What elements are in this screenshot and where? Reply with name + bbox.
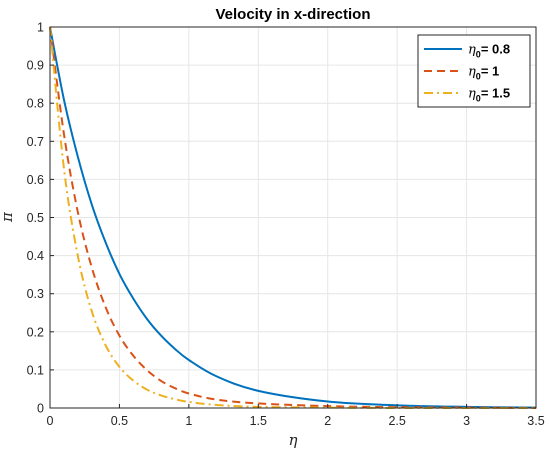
x-tick-label: 0.5 xyxy=(111,414,128,428)
chart-title: Velocity in x-direction xyxy=(215,6,370,23)
ticks: 0 0.5 1 1.5 2 2.5 3 3.5 0 0.1 0.2 0.3 0.4 0.5 0.6 0.7 0.… xyxy=(27,21,545,429)
y-tick-label: 0.5 xyxy=(27,211,44,225)
y-tick-label: 0.7 xyxy=(27,135,44,149)
legend-label-3: η0= 1.5 xyxy=(468,86,510,104)
x-tick-label: 2.5 xyxy=(388,414,405,428)
x-tick-label: 3 xyxy=(463,414,470,428)
y-tick-label: 0 xyxy=(37,402,44,416)
legend-box xyxy=(417,34,531,108)
x-tick-label: 1.5 xyxy=(250,414,267,428)
legend-label-1: η0= 0.8 xyxy=(468,42,510,60)
y-tick-label: 0.4 xyxy=(27,249,44,263)
y-tick-label: 0.2 xyxy=(27,325,44,339)
y-axis-label: π xyxy=(0,211,16,223)
legend: η0= 0.8 η0= 1 η0= 1.5 xyxy=(417,34,531,108)
x-tick-label: 1 xyxy=(185,414,192,428)
legend-label-2: η0= 1 xyxy=(468,64,499,82)
y-tick-label: 1 xyxy=(37,21,44,35)
x-tick-label: 0 xyxy=(47,414,54,428)
x-tick-label: 3.5 xyxy=(527,414,544,428)
series-line-1 xyxy=(49,26,537,409)
series-line-2 xyxy=(49,26,537,409)
y-tick-label: 0.3 xyxy=(27,287,44,301)
x-tick-label: 2 xyxy=(324,414,331,428)
y-tick-label: 0.1 xyxy=(27,363,44,377)
y-tick-label: 0.9 xyxy=(27,59,44,73)
x-axis-label: η xyxy=(289,431,298,449)
y-tick-label: 0.8 xyxy=(27,97,44,111)
y-tick-label: 0.6 xyxy=(27,173,44,187)
